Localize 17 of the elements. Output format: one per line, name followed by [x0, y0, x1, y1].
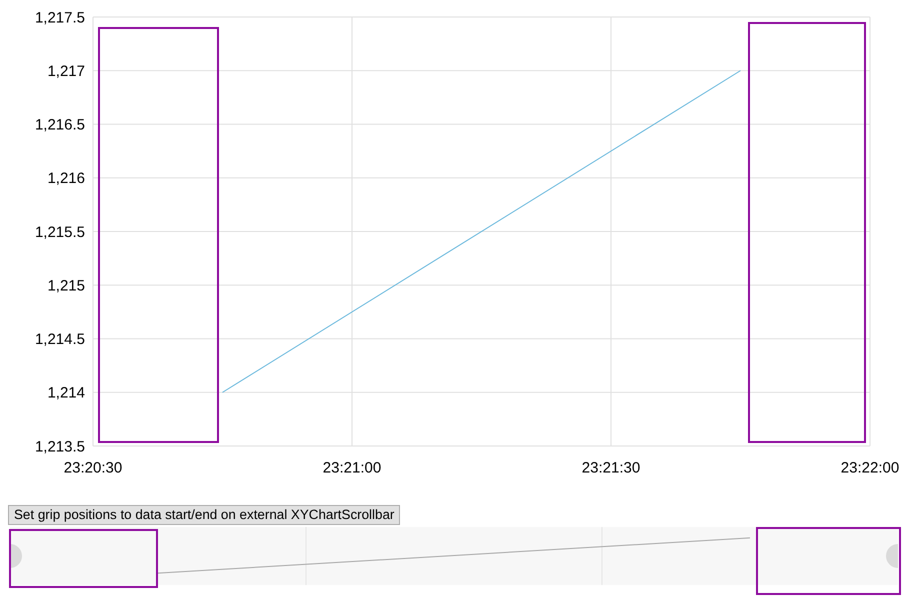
- x-tick-label: 23:22:00: [840, 460, 900, 477]
- x-tick-label: 23:21:00: [322, 460, 382, 477]
- button[interactable]: Set grip positions to data start/end on external XYChartScrollbar: [8, 505, 400, 525]
- grip-handle[interactable]: [10, 544, 22, 568]
- y-tick-label: 1,217.5: [34, 9, 85, 26]
- grip-handle[interactable]: [886, 544, 898, 568]
- y-tick-label: 1,213.5: [34, 438, 85, 456]
- scrollbar[interactable]: [10, 527, 898, 585]
- y-tick-label: 1,214: [47, 384, 85, 402]
- y-tick-label: 1,217: [47, 62, 85, 80]
- y-tick-label: 1,215: [47, 277, 85, 294]
- y-tick-label: 1,215.5: [34, 224, 85, 241]
- x-tick-label: 23:20:30: [64, 460, 122, 477]
- y-tick-label: 1,216: [47, 170, 85, 188]
- x-tick-label: 23:21:30: [582, 460, 640, 477]
- y-tick-label: 1,214.5: [34, 331, 85, 348]
- y-tick-label: 1,216.5: [34, 116, 85, 134]
